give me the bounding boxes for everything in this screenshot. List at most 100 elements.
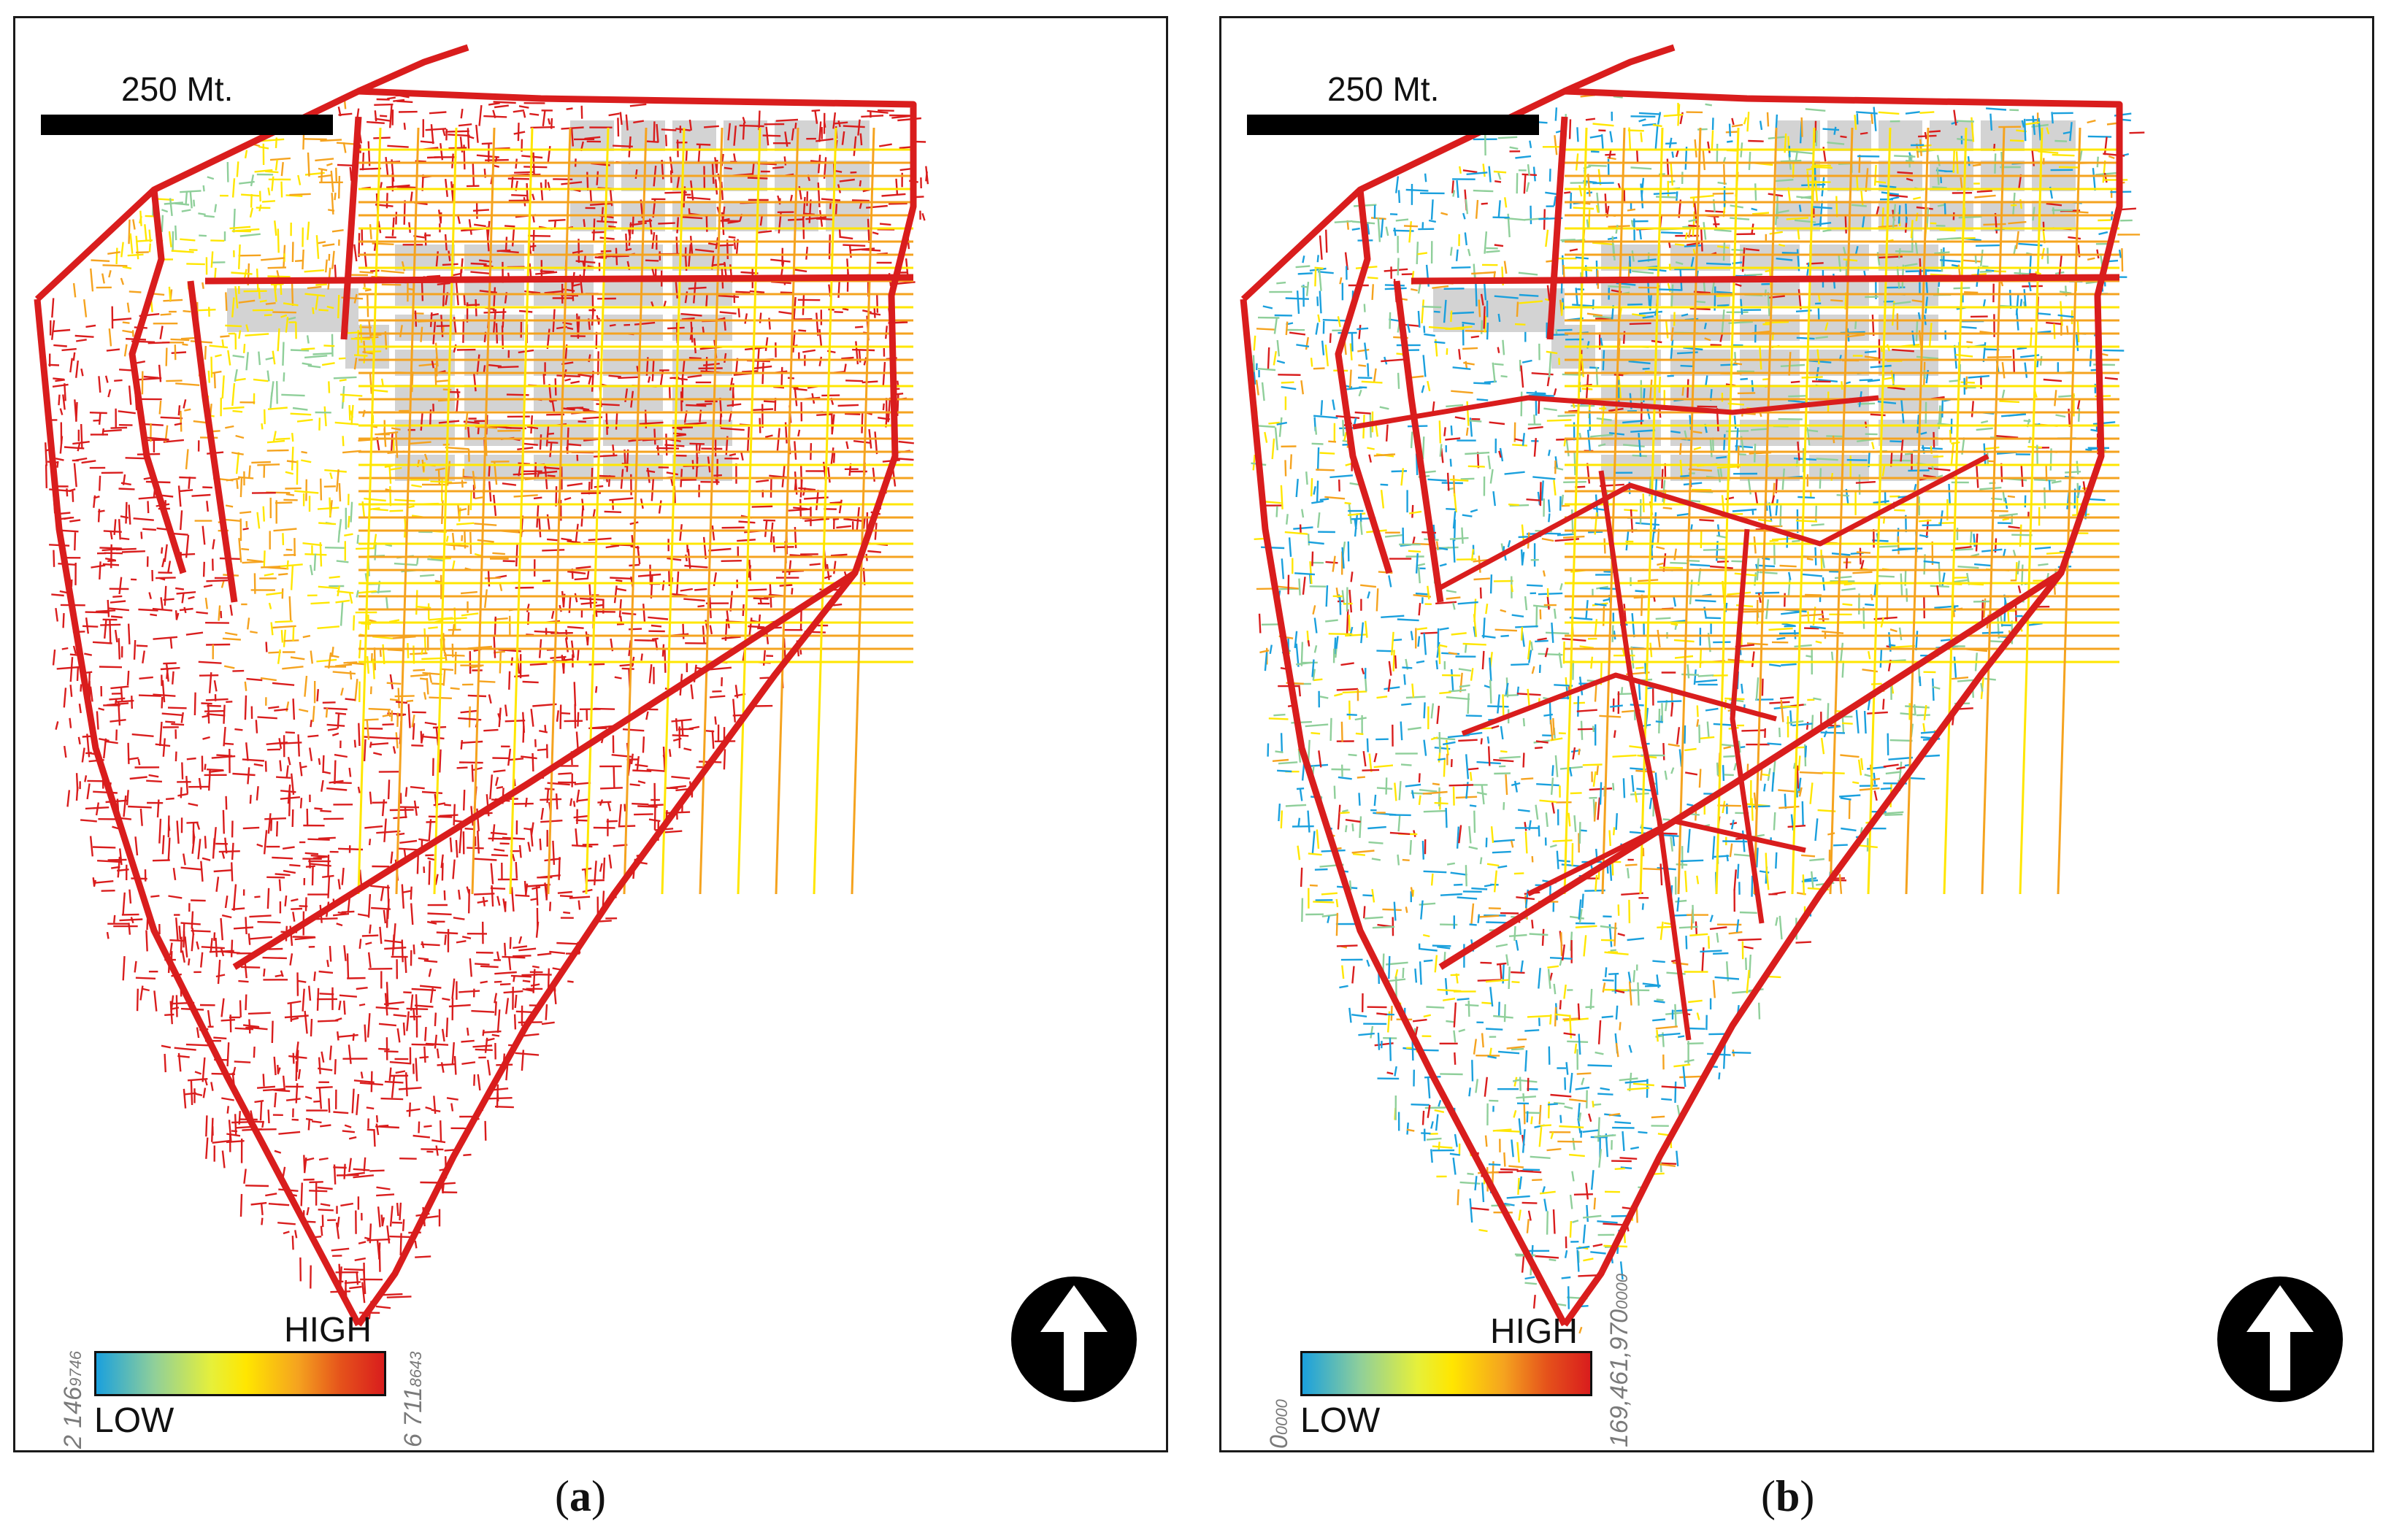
street-segment [247, 1012, 271, 1015]
street-segment [1668, 743, 1680, 747]
street-segment [115, 547, 137, 551]
street-segment [676, 175, 680, 190]
street-segment [344, 533, 353, 536]
street-segment [215, 877, 220, 892]
street-segment [289, 953, 293, 966]
street-segment [256, 512, 261, 529]
street-segment [256, 786, 259, 801]
street-segment [1608, 1112, 1621, 1117]
street-segment [1362, 750, 1367, 767]
street-segment [1535, 639, 1549, 643]
street-segment [407, 704, 411, 728]
street-segment [122, 329, 134, 334]
street-segment [336, 469, 339, 492]
street-segment [403, 200, 406, 225]
street-segment [481, 142, 493, 145]
street-segment [2087, 498, 2106, 501]
street-segment [2054, 390, 2057, 407]
street-segment [1367, 447, 1375, 450]
street-segment [423, 1046, 426, 1063]
street-segment [458, 508, 467, 512]
street-segment [1268, 717, 1289, 720]
building-block [672, 420, 732, 446]
street-segment [1678, 925, 1698, 929]
street-segment [304, 675, 308, 697]
street-segment [500, 250, 519, 254]
street-segment [532, 752, 534, 771]
street-segment [564, 638, 569, 652]
street-segment [180, 787, 183, 798]
street-segment [570, 380, 580, 385]
street-segment [292, 626, 295, 642]
street-segment [92, 846, 116, 849]
street-segment [312, 307, 315, 315]
street-segment [552, 840, 556, 865]
street-segment [1315, 323, 1319, 335]
street-segment [1617, 693, 1634, 696]
street-segment [77, 736, 81, 745]
street-segment [596, 220, 618, 223]
street-segment [1533, 414, 1536, 425]
street-segment [181, 593, 185, 604]
street-segment [1710, 344, 1722, 347]
street-segment [127, 623, 131, 644]
street-segment [488, 464, 491, 477]
street-segment [266, 370, 270, 382]
street-segment [1519, 1077, 1521, 1091]
street-segment [425, 128, 447, 131]
street-segment [197, 839, 202, 860]
street-segment [1348, 615, 1351, 631]
street-segment [2001, 389, 2006, 399]
street-segment [184, 936, 188, 958]
street-segment [245, 333, 269, 336]
street-segment [693, 280, 697, 304]
street-segment [334, 753, 348, 758]
street-segment [626, 449, 629, 472]
street-segment [271, 176, 275, 191]
street-segment [1919, 139, 1922, 156]
street-segment [261, 257, 285, 261]
street-segment [489, 774, 494, 800]
street-segment [161, 696, 164, 709]
street-segment [304, 1096, 312, 1100]
street-segment [513, 955, 532, 958]
street-segment [1497, 1001, 1500, 1017]
primary-street [204, 274, 914, 285]
street-segment [410, 903, 414, 925]
building-block [603, 315, 663, 341]
street-segment [1840, 642, 1844, 662]
street-segment [1575, 288, 1578, 306]
street-segment [1922, 723, 1926, 732]
street-segment [712, 690, 722, 693]
street-segment [1683, 347, 1703, 351]
street-segment [174, 225, 177, 241]
street-segment [529, 663, 548, 666]
street-segment [560, 712, 571, 715]
street-segment [261, 423, 264, 430]
street-segment [356, 1093, 360, 1115]
street-segment [220, 998, 225, 1017]
street-segment [494, 848, 505, 852]
building-block [1809, 420, 1869, 446]
street-segment [213, 869, 232, 873]
street-segment [1432, 944, 1451, 947]
street-segment [78, 704, 82, 714]
street-segment [181, 209, 191, 212]
street-segment [608, 374, 621, 378]
street-segment [323, 771, 331, 774]
street-segment [1473, 810, 1476, 833]
street-segment [1342, 809, 1348, 813]
street-segment [255, 720, 258, 734]
street-segment [423, 453, 429, 461]
street-segment [726, 403, 742, 407]
street-segment [281, 393, 305, 397]
street-segment [650, 575, 653, 598]
street-segment [113, 519, 117, 536]
street-segment [1301, 509, 1305, 518]
street-segment [423, 866, 426, 874]
street-segment [1454, 1133, 1458, 1147]
street-segment [412, 1008, 415, 1021]
street-segment [146, 779, 162, 783]
street-segment [72, 645, 77, 655]
street-segment [364, 288, 372, 292]
